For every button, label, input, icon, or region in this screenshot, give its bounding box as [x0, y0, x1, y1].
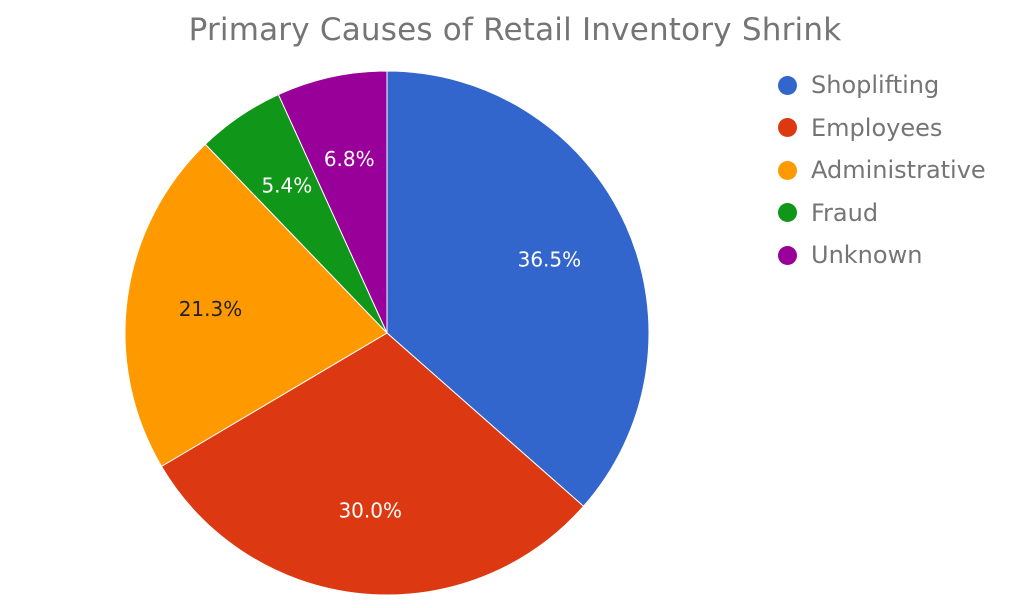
pie-slice-administrative[interactable] [124, 143, 388, 468]
legend: Shoplifting Employees Administrative Fraud U… [778, 64, 986, 277]
legend-label: Employees [811, 113, 943, 142]
pie-slices [124, 70, 650, 596]
legend-label: Fraud [811, 198, 879, 227]
legend-swatch-icon [778, 75, 797, 95]
pie-slice-unknown[interactable] [277, 70, 388, 334]
legend-label: Unknown [811, 241, 923, 270]
legend-label: Administrative [811, 156, 986, 185]
slice-label-unknown: 6.8% [324, 147, 375, 171]
slice-label-fraud: 5.4% [261, 174, 312, 198]
slice-label-shoplifting: 36.5% [518, 248, 582, 272]
pie-slice-shoplifting[interactable] [386, 70, 650, 507]
legend-item-shoplifting[interactable]: Shoplifting [778, 64, 986, 107]
legend-swatch-icon [778, 245, 797, 265]
chart-title: Primary Causes of Retail Inventory Shrin… [188, 12, 842, 48]
legend-swatch-icon [778, 118, 797, 138]
legend-item-fraud[interactable]: Fraud [778, 192, 986, 235]
pie-slice-labels: 36.5% 30.0% 21.3% 5.4% 6.8% [179, 147, 581, 522]
legend-swatch-icon [778, 160, 797, 180]
slice-label-employees: 30.0% [338, 498, 402, 522]
pie-slice-employees[interactable] [160, 332, 585, 596]
legend-item-administrative[interactable]: Administrative [778, 149, 986, 192]
legend-swatch-icon [778, 203, 797, 223]
legend-item-unknown[interactable]: Unknown [778, 234, 986, 277]
slice-label-administrative: 21.3% [179, 297, 243, 321]
legend-label: Shoplifting [811, 71, 940, 100]
legend-item-employees[interactable]: Employees [778, 107, 986, 150]
